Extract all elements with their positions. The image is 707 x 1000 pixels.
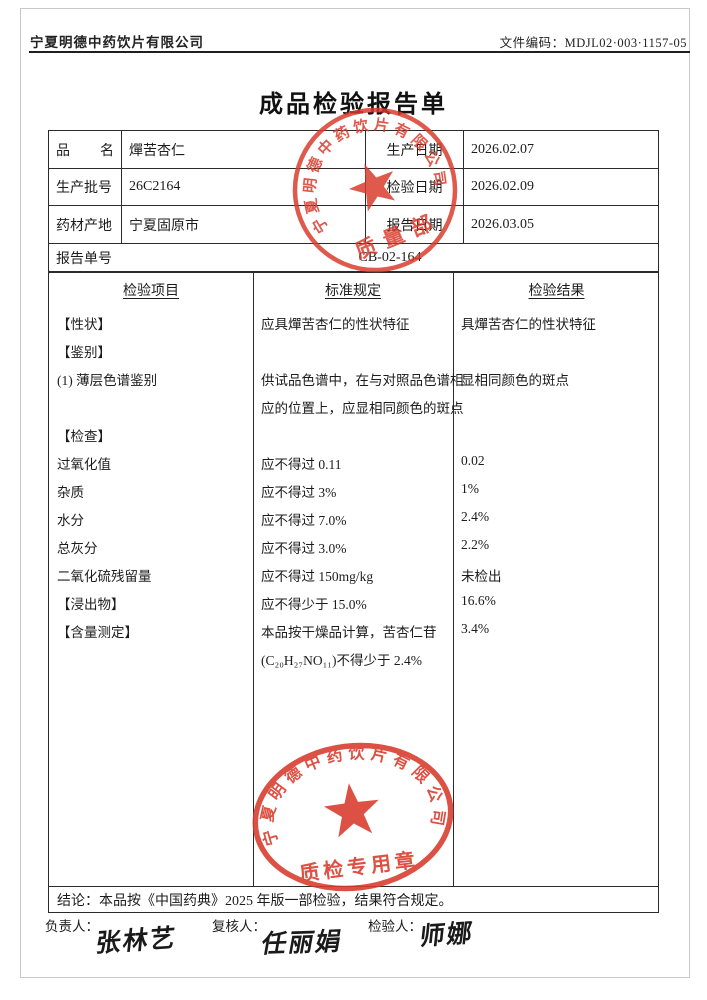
result-cell: 2.4%	[461, 509, 490, 524]
conclusion-row: 结论：本品按《中国药典》2025 年版一部检验，结果符合规定。	[48, 886, 659, 913]
item-cell: 过氧化值	[57, 457, 111, 472]
table-row: 应的位置上，应显相同颜色的斑点	[49, 397, 658, 425]
page-title: 成品检验报告单	[259, 92, 448, 118]
reviewer-label: 复核人：	[212, 919, 266, 934]
standard-cell: 应具燀苦杏仁的性状特征	[261, 317, 410, 332]
standard-cell: 应不得过 3.0%	[261, 541, 347, 556]
table-row: 药材产地 宁夏固原市 报告日期 2026.03.05	[49, 206, 658, 244]
item-cell: 【含量测定】	[57, 625, 138, 640]
table-row: 【鉴别】	[49, 341, 658, 369]
table-row: (C₂₀H₂₇NO₁₁)不得少于 2.4%	[49, 649, 658, 677]
inspection-result-table: 检验项目 标准规定 检验结果 【性状】 应具燀苦杏仁的性状特征 具燀苦杏仁的性状…	[48, 272, 659, 886]
table-row: 【检查】	[49, 425, 658, 453]
label-text: 名	[100, 143, 114, 159]
item-cell: 【检查】	[57, 429, 111, 444]
item-cell: 杂质	[57, 485, 84, 500]
standard-cell: (C₂₀H₂₇NO₁₁)不得少于 2.4%	[261, 653, 422, 668]
table-row: 品 名 燀苦杏仁 生产日期 2026.02.07	[49, 131, 658, 169]
document-code: 文件编码：MDJL02·003·1157-05	[499, 36, 687, 50]
result-table-header: 检验项目 标准规定 检验结果	[49, 273, 658, 303]
report-date-label: 报告日期	[366, 206, 464, 243]
item-cell: 【性状】	[57, 317, 111, 332]
lead-signature: 张林艺	[94, 923, 179, 958]
column-header-result: 检验结果	[528, 284, 585, 299]
result-cell: 1%	[461, 481, 479, 496]
result-cell: 3.4%	[461, 621, 490, 636]
table-row: 过氧化值 应不得过 0.11 0.02	[49, 453, 658, 481]
result-cell: 0.02	[461, 453, 485, 468]
standard-cell: 应不得过 7.0%	[261, 513, 347, 528]
table-row: 报告单号 CB-02-164	[49, 244, 658, 271]
table-row: 【性状】 应具燀苦杏仁的性状特征 具燀苦杏仁的性状特征	[49, 313, 658, 341]
product-info-table: 品 名 燀苦杏仁 生产日期 2026.02.07 生产批号 26C2164 检验…	[48, 130, 659, 272]
header-divider	[29, 51, 690, 53]
result-cell: 2.2%	[461, 537, 490, 552]
standard-cell: 应不得少于 15.0%	[261, 597, 367, 612]
table-row: 杂质 应不得过 3% 1%	[49, 481, 658, 509]
item-cell: 水分	[57, 513, 84, 528]
origin-label: 药材产地	[49, 206, 122, 243]
table-row: 二氧化硫残留量 应不得过 150mg/kg 未检出	[49, 565, 658, 593]
lead-label: 负责人：	[45, 919, 99, 934]
standard-cell: 应的位置上，应显相同颜色的斑点	[261, 401, 464, 416]
standard-cell: 应不得过 3%	[261, 485, 337, 500]
reviewer-signature: 任丽娟	[259, 926, 346, 959]
table-row: 【浸出物】 应不得少于 15.0% 16.6%	[49, 593, 658, 621]
batch-value: 26C2164	[122, 169, 366, 205]
page-border	[20, 8, 690, 978]
batch-label: 生产批号	[49, 169, 122, 205]
test-date-value: 2026.02.09	[471, 179, 534, 194]
result-cell: 16.6%	[461, 593, 496, 608]
test-date-label: 检验日期	[366, 169, 464, 205]
item-cell: (1) 薄层色谱鉴别	[57, 373, 158, 388]
inspector-signature: 师娜	[418, 917, 476, 952]
table-row: 【含量测定】 本品按干燥品计算，苦杏仁苷 3.4%	[49, 621, 658, 649]
table-row: 生产批号 26C2164 检验日期 2026.02.09	[49, 169, 658, 206]
report-no-label: 报告单号	[56, 251, 112, 267]
company-name: 宁夏明德中药饮片有限公司	[30, 35, 204, 50]
result-cell: 具燀苦杏仁的性状特征	[461, 317, 596, 332]
standard-cell: 供试品色谱中，在与对照品色谱相	[261, 373, 464, 388]
standard-cell: 本品按干燥品计算，苦杏仁苷	[261, 625, 437, 640]
column-divider	[253, 273, 254, 886]
product-name-label: 品 名	[49, 131, 122, 168]
inspector-label: 检验人：	[368, 919, 422, 934]
column-header-standard: 标准规定	[325, 284, 381, 299]
table-row: 水分 应不得过 7.0% 2.4%	[49, 509, 658, 537]
product-name-value: 燀苦杏仁	[122, 131, 366, 168]
prod-date-label: 生产日期	[366, 131, 464, 168]
column-header-item: 检验项目	[123, 284, 179, 299]
table-row: (1) 薄层色谱鉴别 供试品色谱中，在与对照品色谱相 显相同颜色的斑点	[49, 369, 658, 397]
label-text: 品	[56, 143, 70, 159]
report-no-value: CB-02-164	[358, 249, 422, 265]
result-cell: 未检出	[461, 569, 502, 584]
table-row: 总灰分 应不得过 3.0% 2.2%	[49, 537, 658, 565]
standard-cell: 应不得过 150mg/kg	[261, 569, 374, 584]
column-divider	[453, 273, 454, 886]
prod-date-value: 2026.02.07	[471, 141, 534, 157]
origin-value: 宁夏固原市	[122, 206, 366, 243]
item-cell: 【鉴别】	[57, 345, 111, 360]
result-cell: 显相同颜色的斑点	[461, 373, 569, 388]
report-date-value: 2026.03.05	[471, 216, 534, 232]
item-cell: 【浸出物】	[57, 597, 125, 612]
signature-line: 负责人： 张林艺 复核人： 任丽娟 检验人： 师娜	[0, 915, 707, 975]
standard-cell: 应不得过 0.11	[261, 457, 342, 472]
item-cell: 二氧化硫残留量	[57, 569, 152, 584]
item-cell: 总灰分	[57, 541, 98, 556]
